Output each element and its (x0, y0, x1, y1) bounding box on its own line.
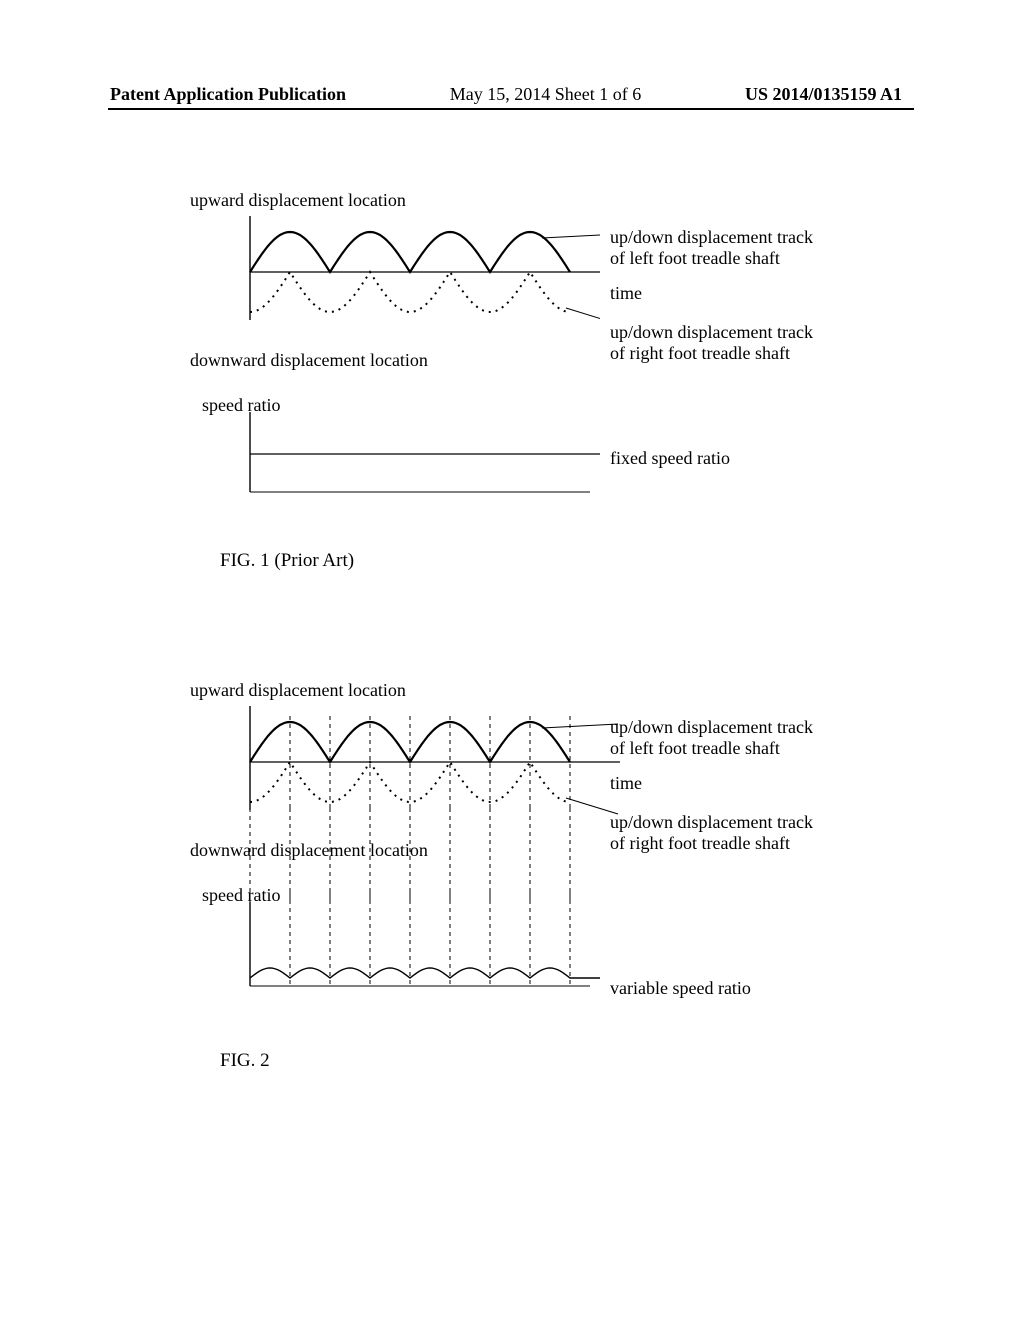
displacement-chart (240, 214, 600, 334)
leader-bottom-text: up/down displacement trackof right foot … (610, 812, 813, 853)
leader-bottom-text: up/down displacement trackof right foot … (610, 322, 813, 363)
speed-line-label: variable speed ratio (610, 978, 751, 999)
header-rule (108, 108, 914, 110)
y-bottom-label: downward displacement location (190, 840, 428, 861)
time-label: time (610, 283, 642, 304)
time-label: time (610, 773, 642, 794)
y-top-label: upward displacement location (190, 680, 406, 701)
leader-bottom-label: up/down displacement trackof right foot … (610, 812, 813, 853)
figure-caption: FIG. 1 (Prior Art) (220, 550, 354, 572)
leader-top-label: up/down displacement trackof left foot t… (610, 717, 813, 758)
speed-line-label: fixed speed ratio (610, 448, 730, 469)
header-center: May 15, 2014 Sheet 1 of 6 (450, 84, 641, 105)
header-right: US 2014/0135159 A1 (745, 84, 902, 105)
leader-top-text: up/down displacement trackof left foot t… (610, 717, 813, 758)
header-left: Patent Application Publication (110, 84, 346, 105)
leader-top-text: up/down displacement trackof left foot t… (610, 227, 813, 268)
y-bottom-label: downward displacement location (190, 350, 428, 371)
speed-chart (240, 412, 600, 504)
displacement-chart (240, 704, 600, 824)
y-top-label: upward displacement location (190, 190, 406, 211)
page-header: Patent Application Publication May 15, 2… (0, 84, 1024, 105)
leader-bottom-label: up/down displacement trackof right foot … (610, 322, 813, 363)
leader-top-label: up/down displacement trackof left foot t… (610, 227, 813, 268)
speed-chart (240, 902, 600, 994)
figure-caption: FIG. 2 (220, 1050, 270, 1072)
